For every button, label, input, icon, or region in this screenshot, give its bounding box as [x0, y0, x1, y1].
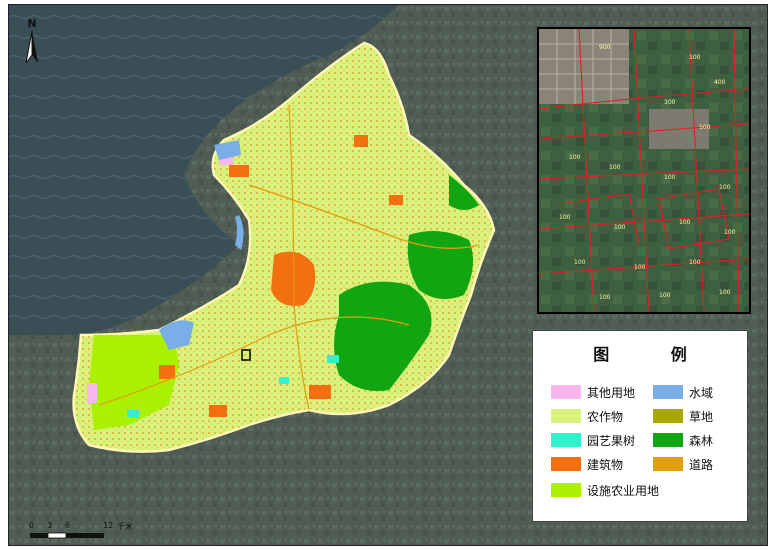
other-land-patch [219, 155, 233, 165]
building-cluster [159, 365, 175, 379]
legend-item-other: 其他用地 [551, 383, 635, 401]
inset-parcel-label: 100 [614, 224, 626, 231]
legend-swatch [653, 409, 683, 423]
legend-item-orchard: 园艺果树 [551, 431, 635, 449]
legend-swatch [653, 433, 683, 447]
road-line [248, 184, 480, 249]
legend-item-building: 建筑物 [551, 455, 623, 473]
inset-canvas: 900 100 400 300 500 100 100 100 100 100 … [539, 29, 749, 312]
inset-map: 900 100 400 300 500 100 100 100 100 100 … [537, 27, 751, 314]
legend-item-road: 道路 [653, 455, 713, 473]
inset-village [539, 29, 629, 104]
legend-swatch [653, 457, 683, 471]
inset-parcel-label: 100 [599, 294, 611, 301]
inset-parcel-label: 500 [699, 124, 711, 131]
inset-locator-box [241, 349, 251, 361]
legend-label: 道路 [689, 457, 714, 472]
water-patch [214, 140, 241, 160]
legend-swatch [653, 385, 683, 399]
road-line [98, 316, 410, 406]
facility-area [89, 335, 179, 430]
scale-tick-label: 6 [65, 521, 71, 530]
inset-parcel-label: 100 [559, 214, 571, 221]
north-arrow-icon [25, 30, 38, 64]
legend-item-facility: 设施农业用地 [551, 481, 659, 499]
inset-parcel-label: 100 [569, 154, 581, 161]
building-cluster [389, 195, 403, 205]
building-cluster [229, 165, 249, 177]
legend-label: 草地 [689, 409, 714, 424]
scale-tick-label: 0 [29, 521, 35, 530]
orchard-patch [327, 355, 339, 363]
main-map: N [8, 4, 768, 546]
inset-parcel-label: 100 [634, 264, 646, 271]
legend-item-crop: 农作物 [551, 407, 623, 425]
legend-item-forest: 森林 [653, 431, 713, 449]
orchard-patch [127, 410, 139, 418]
inset-parcel-label: 100 [689, 259, 701, 266]
legend-title: 图 例 [593, 345, 715, 364]
building-cluster [309, 385, 331, 399]
legend-label: 园艺果树 [587, 433, 636, 448]
other-land-patch [87, 383, 97, 403]
inset-parcel-label: 100 [664, 174, 676, 181]
inset-parcel-label: 900 [599, 44, 611, 51]
scale-tick-label: 12 [103, 521, 114, 530]
legend-label: 其他用地 [587, 385, 636, 400]
inset-parcel-label: 100 [659, 292, 671, 299]
scale-tick-label: 3 [47, 521, 53, 530]
road-line [288, 104, 310, 411]
inset-parcel-label: 100 [719, 184, 731, 191]
building-cluster [209, 405, 227, 417]
legend-label: 水域 [689, 385, 714, 400]
sea-area [9, 5, 399, 335]
legend-label: 建筑物 [587, 457, 624, 472]
legend-swatch [551, 457, 581, 471]
building-cluster [271, 251, 316, 306]
inset-parcel-label: 100 [719, 289, 731, 296]
north-arrow: N [21, 17, 43, 67]
inset-parcel-label: 100 [574, 259, 586, 266]
inset-parcel-label: 300 [664, 99, 676, 106]
orchard-patch [279, 377, 289, 384]
scale-bar-graphic [30, 532, 104, 539]
water-patch [235, 215, 244, 250]
forest-area [449, 175, 479, 210]
legend-item-water: 水域 [653, 383, 713, 401]
legend-swatch [551, 409, 581, 423]
legend: 图 例 其他用地 水域 农作物 草地 园艺果树 森林 建筑物 [532, 330, 748, 522]
legend-label: 设施农业用地 [587, 483, 660, 498]
legend-swatch [551, 433, 581, 447]
inset-parcel-label: 100 [609, 164, 621, 171]
building-cluster [354, 135, 368, 147]
legend-item-grass: 草地 [653, 407, 713, 425]
inset-parcel-label: 100 [679, 219, 691, 226]
scale-bar: 0 3 6 12 千米 [29, 521, 139, 541]
legend-label: 农作物 [587, 409, 624, 424]
legend-swatch [551, 385, 581, 399]
inset-parcel-label: 100 [724, 229, 736, 236]
inset-parcel-label: 100 [689, 54, 701, 61]
scale-unit: 千米 [117, 522, 133, 531]
water-patch [159, 320, 194, 350]
legend-label: 森林 [689, 433, 714, 448]
legend-swatch [551, 483, 581, 497]
north-label: N [27, 17, 37, 30]
inset-parcel-label: 400 [714, 79, 726, 86]
forest-area [334, 281, 432, 391]
